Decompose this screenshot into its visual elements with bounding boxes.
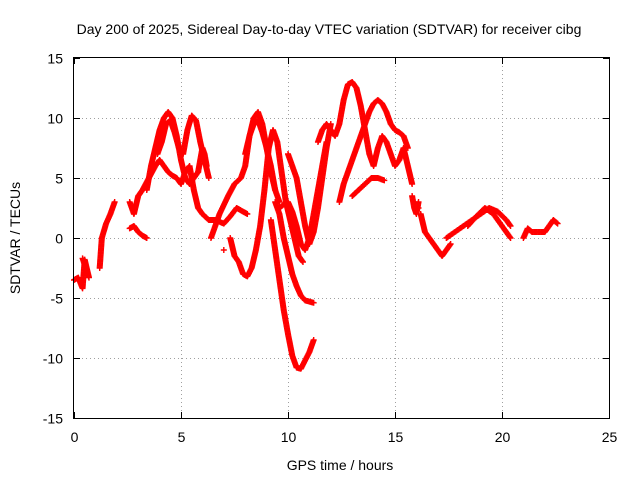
series-seg3 [126,157,251,227]
data-point [507,235,514,241]
series-seg16 [336,97,411,205]
y-tick-label: 0 [55,231,63,247]
series-seg10 [242,117,279,193]
series-seg7 [195,145,210,175]
x-tick-label: 25 [602,429,618,445]
y-tick-labels: -15 -10 -5 0 5 10 15 [43,51,63,427]
data-point [111,199,118,205]
y-tick-label: -15 [43,411,63,427]
series-seg22 [520,217,561,241]
data-point [203,163,210,169]
series-seg17 [349,175,388,199]
data-point [409,181,416,187]
x-tick-labels: 0 5 10 15 20 25 [71,429,618,445]
data-point [381,177,388,184]
data-point [553,219,560,226]
series-seg5 [154,112,212,181]
series-seg12 [272,199,317,306]
y-tick-label: -5 [51,291,64,307]
data-point [507,223,514,229]
data-point [310,337,317,343]
series-seg2 [96,199,118,271]
x-tick-label: 0 [71,429,79,445]
x-axis-label: GPS time / hours [287,457,394,473]
data-point [143,235,150,241]
data-point [205,175,212,181]
series-seg1 [71,255,92,292]
data-point [323,139,330,145]
data-point [244,211,251,217]
series-outliers [220,199,422,253]
series-seg6 [126,223,150,241]
x-tick-label: 15 [388,429,404,445]
y-axis-label: SDTVAR / TECUs [7,182,23,294]
x-tick-label: 10 [281,429,297,445]
data-marks [71,79,561,372]
x-tick-label: 5 [178,429,186,445]
data-point [411,199,418,205]
data-point [79,255,86,262]
data-point [415,205,422,211]
y-tick-label: -10 [43,351,63,367]
grid-lines [74,58,609,418]
y-tick-label: 10 [47,111,63,127]
series-seg20 [443,205,514,241]
data-point [554,220,561,227]
series-seg21 [464,205,514,241]
plot-frame [73,57,610,419]
data-point [310,299,317,306]
series-seg19 [417,211,454,259]
series-seg11 [267,217,317,372]
x-tick-label: 20 [495,429,511,445]
chart-title: Day 200 of 2025, Sidereal Day-to-day VTE… [77,21,582,37]
series-seg14 [276,139,330,253]
data-point [272,187,279,193]
data-point [299,259,306,265]
data-point [447,241,454,247]
y-tick-label: 15 [47,51,63,67]
data-point [404,145,411,151]
y-tick-label: 5 [55,171,63,187]
data-point [220,247,227,253]
